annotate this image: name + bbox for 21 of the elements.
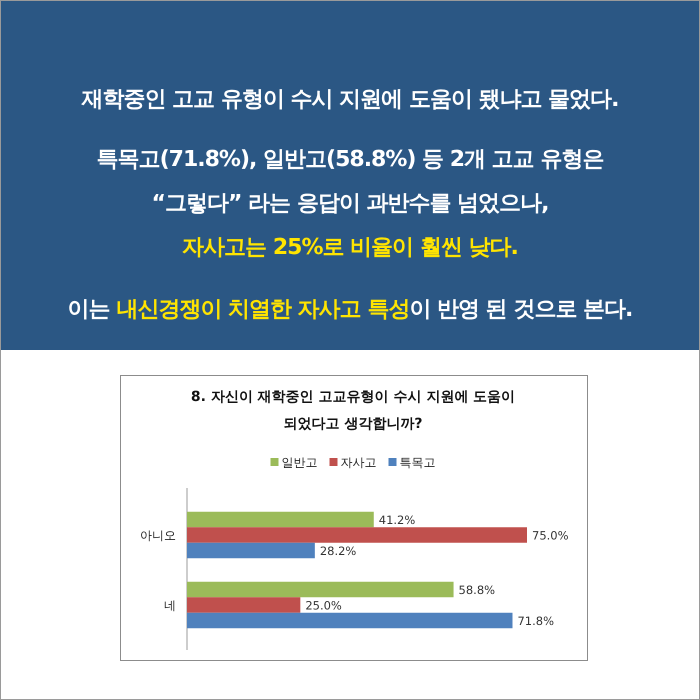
bar [187,542,315,558]
y-tick-label: 아니오 [140,528,176,542]
bar [187,527,527,543]
data-label: 71.8% [517,614,554,628]
bar [187,612,512,628]
bar [187,582,454,598]
chart-title: 8. 자신이 재학중인 고교유형이 수시 지원에 도움이 되었다고 생각합니까? [190,388,516,434]
data-label: 41.2% [378,513,416,527]
text: 특목고(71.8%), 일반고(58.8%) 등 2개 고교 유형은 “그렇다” 라는 응답이 과반수를 넘었으나, 자사고는 25%로 비율이 훨씬 낮다. [96,147,604,262]
text: 이는 내신경쟁이 치열한 자사고 특성이 반영 된 것으로 본다. [68,296,632,324]
bar [187,512,374,528]
legend-label: 자사고 [340,456,376,470]
data-label: 75.0% [532,528,569,542]
data-label: 25.0% [305,598,342,612]
text: 재학중인 고교 유형이 수시 지원에 도움이 됐냐고 물었다. [82,87,618,112]
legend-label: 특목고 [400,456,436,470]
data-label: 58.8% [458,583,496,597]
y-tick-label: 네 [164,598,176,612]
bar [187,597,300,613]
legend-label: 일반고 [282,456,318,470]
data-label: 28.2% [320,544,356,558]
